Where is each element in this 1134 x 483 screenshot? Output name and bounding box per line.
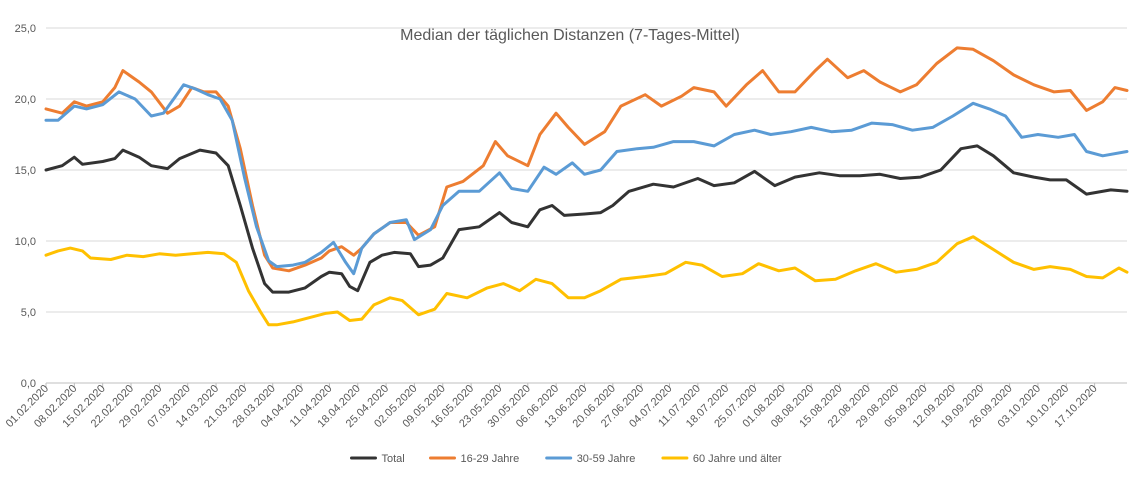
y-tick-label: 25,0	[15, 23, 36, 35]
y-tick-label: 20,0	[15, 94, 36, 106]
series-lines	[44, 46, 1129, 327]
gridlines	[46, 27, 1127, 384]
y-tick-label: 10,0	[15, 236, 36, 248]
series-line-3	[44, 83, 1129, 276]
legend: Total 16-29 Jahre 30-59 Jahre 60 Jahre und …	[350, 453, 782, 465]
legend-label: Total	[382, 453, 405, 465]
series-line-1	[44, 144, 1129, 294]
y-tick-label: 15,0	[15, 165, 36, 177]
x-axis-ticks: 01.02.202008.02.202015.02.202022.02.2020…	[4, 383, 1100, 430]
legend-label: 60 Jahre und älter	[693, 453, 782, 465]
legend-label: 30-59 Jahre	[577, 453, 636, 465]
y-tick-label: 0,0	[21, 378, 36, 390]
series-line-2	[44, 46, 1129, 273]
y-tick-label: 5,0	[21, 307, 36, 319]
y-axis-ticks: 0,0 5,0 10,0 15,0 20,0 25,0	[15, 23, 36, 390]
series-line-4	[44, 235, 1129, 327]
chart-title: Median der täglichen Distanzen (7-Tages-…	[400, 27, 740, 44]
legend-label: 16-29 Jahre	[461, 453, 520, 465]
